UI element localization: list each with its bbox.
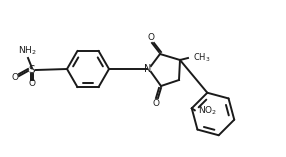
Text: NH$_2$: NH$_2$ bbox=[18, 44, 36, 57]
Text: O: O bbox=[29, 79, 35, 89]
Text: CH$_3$: CH$_3$ bbox=[193, 52, 210, 64]
Text: O: O bbox=[152, 100, 160, 108]
Text: O: O bbox=[11, 73, 19, 81]
Text: N: N bbox=[144, 64, 152, 74]
Text: NO$_2$: NO$_2$ bbox=[198, 104, 217, 116]
Text: S: S bbox=[29, 65, 35, 75]
Text: O: O bbox=[148, 32, 154, 41]
